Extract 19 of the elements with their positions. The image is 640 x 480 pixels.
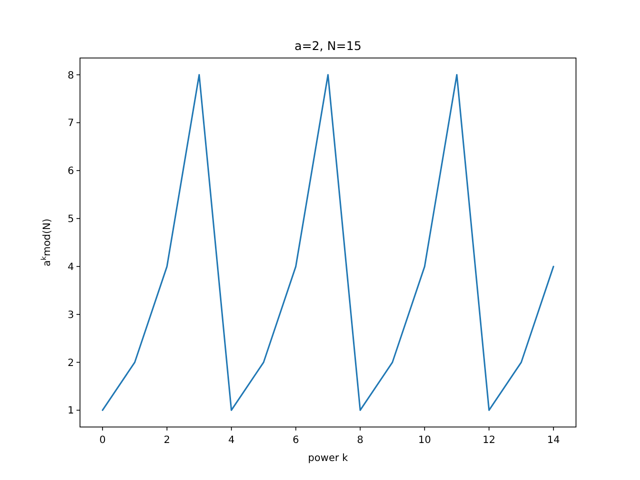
y-tick-label: 5 [68, 214, 74, 226]
x-tick-label: 12 [482, 435, 496, 446]
x-axis-title: power k [308, 453, 348, 464]
x-tick-label: 4 [228, 435, 235, 446]
x-tick-label: 0 [99, 435, 106, 446]
x-tick-label: 8 [357, 435, 364, 446]
y-tick-label: 7 [68, 118, 74, 130]
x-tick-label: 2 [164, 435, 170, 446]
chart-title: a=2, N=15 [294, 39, 362, 53]
x-tick-label: 6 [292, 435, 299, 446]
y-tick-label: 1 [68, 406, 74, 417]
y-tick-label: 8 [68, 70, 74, 82]
y-tick-label: 4 [68, 262, 74, 273]
y-tick-label: 2 [68, 358, 74, 369]
x-tick-label: 14 [547, 435, 560, 446]
y-tick-label: 6 [68, 166, 74, 178]
line-series [102, 74, 554, 411]
y-tick-label: 3 [68, 310, 74, 321]
x-tick-label: 10 [418, 435, 431, 446]
